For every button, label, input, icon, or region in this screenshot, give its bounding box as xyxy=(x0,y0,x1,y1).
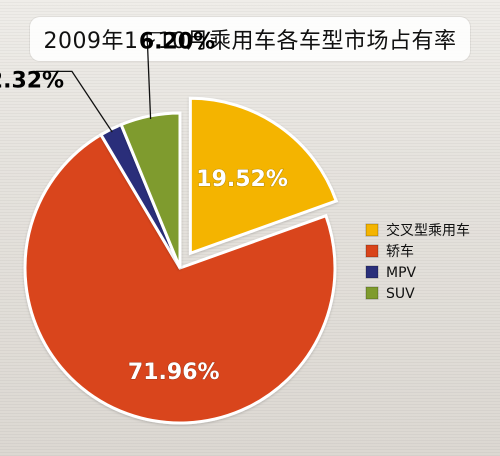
data-label: 19.52% xyxy=(196,167,288,192)
legend-label: 轿车 xyxy=(386,243,414,260)
legend-swatch xyxy=(365,223,379,237)
pie-slice xyxy=(23,132,337,425)
legend-swatch xyxy=(365,286,379,300)
legend-item: SUV xyxy=(365,286,415,302)
legend-label: 交叉型乘用车 xyxy=(386,222,470,239)
legend-item: 交叉型乘用车 xyxy=(365,222,470,239)
legend-item: 轿车 xyxy=(365,243,414,260)
pie-slice xyxy=(188,96,339,256)
data-labels: 19.52% 71.96% 2.32% 6.20% xyxy=(0,30,288,386)
legend-label: SUV xyxy=(386,286,415,302)
legend-item: MPV xyxy=(365,265,417,281)
data-label: 71.96% xyxy=(128,360,220,385)
data-label: 2.32% xyxy=(0,68,64,93)
data-label: 6.20% xyxy=(139,30,215,55)
legend-swatch xyxy=(365,265,379,279)
pie-slices xyxy=(23,96,339,425)
leader-line xyxy=(146,32,177,119)
leader-lines xyxy=(35,32,177,133)
legend-swatch xyxy=(365,244,379,258)
legend-label: MPV xyxy=(386,265,417,281)
leader-line xyxy=(35,70,113,133)
